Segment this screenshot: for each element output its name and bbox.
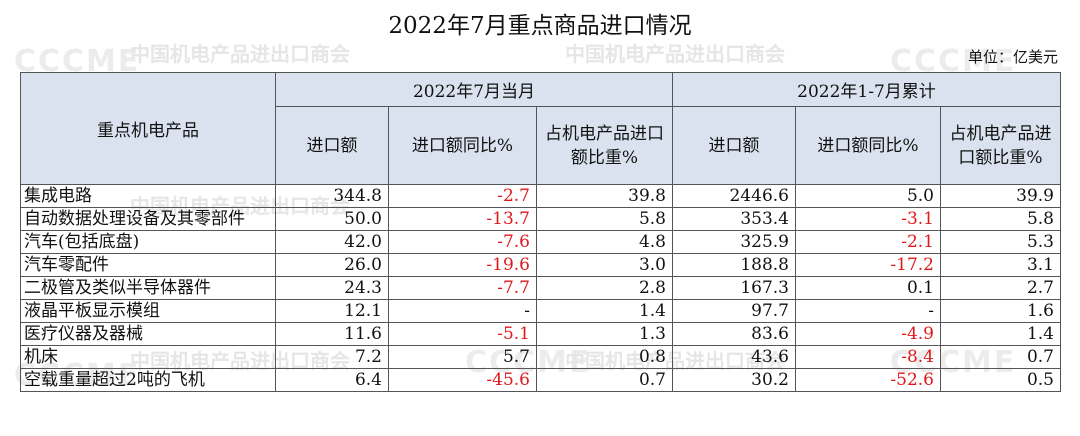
- ytd-share-cell: 0.5: [940, 368, 1061, 392]
- ytd-import-value-cell: 30.2: [672, 368, 796, 392]
- ytd-share-cell: 0.7: [940, 345, 1061, 369]
- month-share-cell: 1.4: [536, 299, 673, 323]
- month-import-value-cell: 26.0: [275, 253, 389, 277]
- ytd-share-cell: 2.7: [940, 276, 1061, 300]
- ytd-share-cell: 5.8: [940, 207, 1061, 231]
- watermark-text: 中国机电产品进出口商会: [565, 42, 785, 66]
- month-share-cell: 2.8: [536, 276, 673, 300]
- table-row: 二极管及类似半导体器件 24.3 -7.7 2.8 167.3 0.1 2.7: [20, 276, 1061, 300]
- month-import-value-cell: 12.1: [275, 299, 389, 323]
- table-row: 汽车零配件 26.0 -19.6 3.0 188.8 -17.2 3.1: [20, 253, 1061, 277]
- month-import-value-cell: 42.0: [275, 230, 389, 254]
- month-import-value-cell: 344.8: [275, 184, 389, 208]
- ytd-import-value-cell: 188.8: [672, 253, 796, 277]
- month-yoy-cell: -45.6: [388, 368, 537, 392]
- product-name-cell: 机床: [20, 345, 276, 369]
- header-ytd-import-value: 进口额: [672, 106, 796, 185]
- month-yoy-cell: -7.7: [388, 276, 537, 300]
- page-title: 2022年7月重点商品进口情况: [388, 13, 692, 39]
- ytd-share-cell: 5.3: [940, 230, 1061, 254]
- product-name-cell: 汽车零配件: [20, 253, 276, 277]
- import-table: 重点机电产品 2022年7月当月 2022年1-7月累计 进口额 进口额同比% …: [20, 72, 1061, 392]
- ytd-yoy-cell: -8.4: [795, 345, 941, 369]
- month-yoy-cell: -2.7: [388, 184, 537, 208]
- month-share-cell: 1.3: [536, 322, 673, 346]
- product-name-cell: 空载重量超过2吨的飞机: [20, 368, 276, 392]
- ytd-yoy-cell: 5.0: [795, 184, 941, 208]
- month-yoy-cell: -7.6: [388, 230, 537, 254]
- ytd-import-value-cell: 2446.6: [672, 184, 796, 208]
- month-yoy-cell: -13.7: [388, 207, 537, 231]
- ytd-share-cell: 1.6: [940, 299, 1061, 323]
- ytd-yoy-cell: -17.2: [795, 253, 941, 277]
- product-name-cell: 液晶平板显示模组: [20, 299, 276, 323]
- unit-label: 单位：亿美元: [967, 48, 1058, 66]
- table-row: 集成电路 344.8 -2.7 39.8 2446.6 5.0 39.9: [20, 184, 1061, 208]
- month-share-cell: 39.8: [536, 184, 673, 208]
- product-name-cell: 医疗仪器及器械: [20, 322, 276, 346]
- month-import-value-cell: 50.0: [275, 207, 389, 231]
- month-import-value-cell: 24.3: [275, 276, 389, 300]
- month-yoy-cell: -: [388, 299, 537, 323]
- month-share-cell: 0.7: [536, 368, 673, 392]
- ytd-yoy-cell: 0.1: [795, 276, 941, 300]
- header-month-yoy: 进口额同比%: [388, 106, 537, 185]
- ytd-share-cell: 3.1: [940, 253, 1061, 277]
- header-ytd-yoy: 进口额同比%: [795, 106, 941, 185]
- month-share-cell: 4.8: [536, 230, 673, 254]
- table-row: 机床 7.2 5.7 0.8 43.6 -8.4 0.7: [20, 345, 1061, 369]
- month-import-value-cell: 6.4: [275, 368, 389, 392]
- product-name-cell: 集成电路: [20, 184, 276, 208]
- ytd-import-value-cell: 97.7: [672, 299, 796, 323]
- ytd-import-value-cell: 353.4: [672, 207, 796, 231]
- header-ytd-share: 占机电产品进口额比重%: [940, 106, 1061, 185]
- ytd-yoy-cell: -2.1: [795, 230, 941, 254]
- table-row: 自动数据处理设备及其零部件 50.0 -13.7 5.8 353.4 -3.1 5.8: [20, 207, 1061, 231]
- ytd-import-value-cell: 43.6: [672, 345, 796, 369]
- table-row: 汽车(包括底盘) 42.0 -7.6 4.8 325.9 -2.1 5.3: [20, 230, 1061, 254]
- month-share-cell: 0.8: [536, 345, 673, 369]
- month-yoy-cell: -19.6: [388, 253, 537, 277]
- ytd-yoy-cell: -52.6: [795, 368, 941, 392]
- header-month-import-value: 进口额: [275, 106, 389, 185]
- month-share-cell: 5.8: [536, 207, 673, 231]
- month-share-cell: 3.0: [536, 253, 673, 277]
- table-row: 液晶平板显示模组 12.1-1.4 97.7-1.6: [20, 299, 1061, 323]
- header-group-ytd: 2022年1-7月累计: [672, 72, 1061, 107]
- product-name-cell: 自动数据处理设备及其零部件: [20, 207, 276, 231]
- ytd-import-value-cell: 167.3: [672, 276, 796, 300]
- month-yoy-cell: 5.7: [388, 345, 537, 369]
- ytd-import-value-cell: 325.9: [672, 230, 796, 254]
- header-month-share: 占机电产品进口额比重%: [536, 106, 673, 185]
- ytd-share-cell: 39.9: [940, 184, 1061, 208]
- ytd-share-cell: 1.4: [940, 322, 1061, 346]
- month-import-value-cell: 11.6: [275, 322, 389, 346]
- table-row: 医疗仪器及器械 11.6 -5.1 1.3 83.6 -4.9 1.4: [20, 322, 1061, 346]
- header-product: 重点机电产品: [20, 72, 276, 185]
- month-yoy-cell: -5.1: [388, 322, 537, 346]
- product-name-cell: 二极管及类似半导体器件: [20, 276, 276, 300]
- table-row: 空载重量超过2吨的飞机 6.4 -45.6 0.7 30.2 -52.6 0.5: [20, 368, 1061, 392]
- ytd-yoy-cell: -3.1: [795, 207, 941, 231]
- ytd-yoy-cell: -4.9: [795, 322, 941, 346]
- header-group-month: 2022年7月当月: [275, 72, 673, 107]
- ytd-yoy-cell: -: [795, 299, 941, 323]
- watermark-text: 中国机电产品进出口商会: [130, 42, 350, 66]
- month-import-value-cell: 7.2: [275, 345, 389, 369]
- product-name-cell: 汽车(包括底盘): [20, 230, 276, 254]
- ytd-import-value-cell: 83.6: [672, 322, 796, 346]
